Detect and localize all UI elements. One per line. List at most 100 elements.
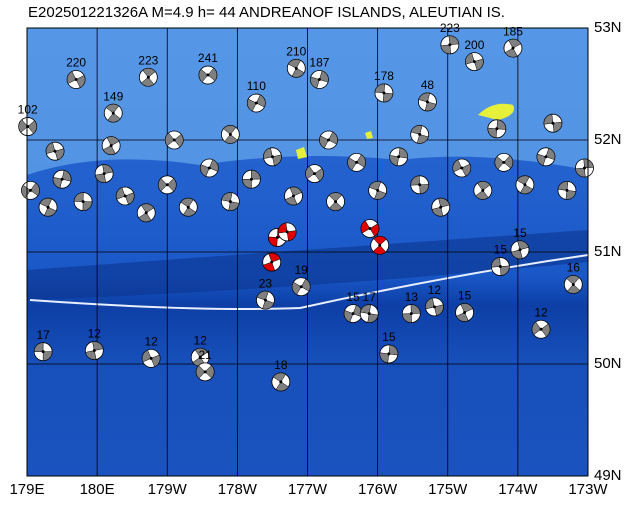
compression-quadrant [268,252,281,263]
compression-quadrant [221,192,233,202]
epicenter-dot [291,194,295,198]
epicenter-dot [367,312,371,316]
focal-mechanism [101,136,121,156]
compression-quadrant [21,184,31,199]
focal-mechanism [543,113,563,133]
depth-label: 18 [274,358,288,372]
focal-mechanism [515,175,535,195]
depth-label: 185 [503,24,523,38]
epicenter-dot [203,370,207,374]
compression-quadrant [247,98,257,112]
compression-quadrant [517,240,529,251]
focal-mechanism [164,130,184,150]
depth-label: 220 [66,56,86,70]
compression-quadrant [43,206,57,217]
focal-mechanism [73,192,93,212]
epicenter-dot [299,285,303,289]
compression-quadrant [372,244,387,255]
compression-quadrant [448,35,460,46]
compression-quadrant [456,312,469,322]
depth-label: 12 [144,335,158,349]
compression-quadrant [373,236,387,246]
compression-quadrant [536,153,547,166]
depth-label: 12 [88,327,102,341]
focal-mechanism: 12 [84,327,104,360]
focal-mechanism: 223 [138,53,159,87]
compression-quadrant [268,236,278,247]
compression-quadrant [94,173,107,183]
focal-mechanism [284,186,303,206]
compression-quadrant [272,372,287,383]
compression-quadrant [319,135,329,149]
focal-mechanism: 13 [401,290,421,324]
focal-mechanism [360,219,380,238]
depth-label: 15 [346,290,360,304]
compression-quadrant [142,68,156,78]
y-tick-label: 49N [594,467,622,484]
compression-quadrant [18,119,29,133]
epicenter-dot [409,312,413,316]
focal-mechanism: 220 [66,56,86,89]
compression-quadrant [242,178,252,189]
compression-quadrant [288,59,301,69]
y-tick-label: 51N [594,243,622,260]
focal-mechanism: 12 [141,335,161,368]
focal-mechanism [157,175,177,195]
depth-label: 210 [286,44,306,58]
compression-quadrant [61,170,72,182]
compression-quadrant [360,304,371,314]
focal-mechanism [473,180,493,200]
focal-mechanism [241,169,261,189]
epicenter-dot [397,155,401,159]
depth-label: 187 [309,56,329,70]
depth-label: 15 [494,243,508,257]
focal-mechanism [452,158,472,178]
depth-label: 178 [374,69,394,83]
compression-quadrant [140,203,155,214]
compression-quadrant [66,71,77,84]
compression-quadrant [425,297,435,310]
focal-mechanism: 241 [198,51,218,85]
compression-quadrant [208,159,219,172]
depth-label: 15 [513,226,527,240]
epicenter-dot [432,305,436,309]
compression-quadrant [82,201,93,211]
compression-quadrant [291,281,302,295]
compression-quadrant [195,365,206,379]
depth-label: 149 [103,89,123,103]
epicenter-dot [206,73,210,77]
focal-mechanism [136,203,156,223]
depth-label: 102 [18,103,38,117]
compression-quadrant [141,349,152,363]
focal-mechanism [38,197,58,217]
epicenter-dot [511,46,515,50]
epicenter-dot [263,298,267,302]
depth-label: 21 [198,348,212,362]
compression-quadrant [431,206,444,217]
compression-quadrant [45,142,56,155]
compression-quadrant [300,278,311,292]
depth-label: 23 [259,276,273,290]
epicenter-dot [463,310,467,314]
focal-mechanism [536,147,556,167]
epicenter-dot [481,188,485,192]
depth-label: 200 [464,38,484,52]
compression-quadrant [85,350,97,360]
compression-quadrant [194,348,208,358]
focal-mechanism [277,222,297,242]
depth-label: 13 [405,290,419,304]
compression-quadrant [42,351,53,361]
epicenter-dot [102,172,106,176]
x-tick-label: 179W [148,481,188,498]
epicenter-dot [472,60,476,64]
compression-quadrant [369,223,380,237]
depth-label: 110 [247,79,266,93]
compression-quadrant [107,112,121,123]
epicenter-dot [270,260,274,264]
depth-label: 19 [295,263,309,277]
depth-label: 12 [194,333,208,347]
compression-quadrant [424,101,437,112]
focal-mechanism: 17 [33,328,53,362]
compression-quadrant [166,178,177,192]
focal-mechanism [347,152,366,172]
